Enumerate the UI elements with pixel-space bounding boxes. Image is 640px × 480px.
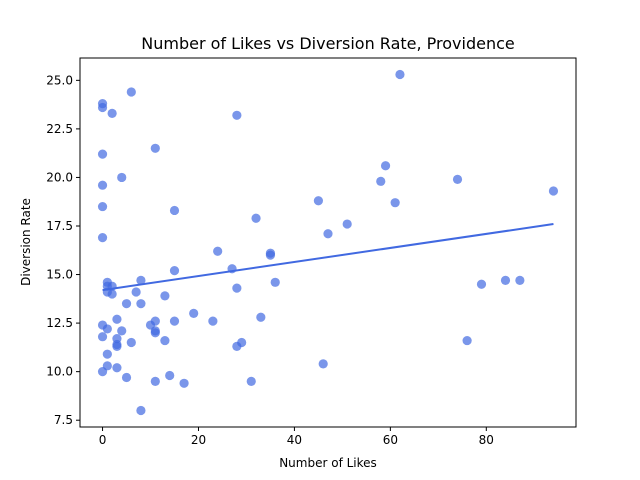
- data-point: [208, 316, 218, 326]
- data-point: [452, 174, 463, 184]
- data-point: [376, 176, 386, 186]
- data-point: [380, 161, 391, 171]
- trend-line: [102, 223, 554, 292]
- data-point: [270, 277, 280, 287]
- data-point: [342, 219, 352, 229]
- y-tick-label: 7.5: [54, 413, 73, 427]
- x-tick-label: 60: [383, 433, 398, 447]
- data-point: [107, 108, 117, 118]
- x-tick-label: 40: [287, 433, 302, 447]
- data-point: [126, 337, 136, 348]
- y-tick-label: 17.5: [46, 219, 73, 233]
- data-point: [251, 213, 261, 223]
- axes: 0 20 40 60 80 7.5 10.0 12.5 15.0 17.5 20.0 22.5 25.0: [46, 57, 577, 447]
- data-point: [102, 349, 112, 359]
- data-point: [232, 283, 242, 293]
- data-point: [160, 291, 170, 301]
- data-point: [112, 314, 122, 324]
- data-point: [213, 246, 223, 256]
- x-tick-label: 0: [99, 433, 107, 447]
- data-point: [169, 266, 180, 276]
- chart-title: Number of Likes vs Diversion Rate, Provi…: [141, 34, 514, 53]
- data-point: [136, 299, 146, 309]
- x-tick-label: 20: [191, 433, 206, 447]
- data-point: [117, 326, 127, 336]
- y-tick-label: 20.0: [46, 170, 73, 184]
- data-point: [136, 405, 146, 416]
- data-point: [126, 87, 136, 97]
- data-point: [500, 275, 511, 285]
- data-point: [97, 233, 108, 243]
- data-point: [107, 289, 117, 299]
- data-point: [97, 367, 108, 377]
- data-point: [150, 376, 160, 386]
- data-point: [232, 110, 242, 120]
- data-point: [97, 180, 108, 190]
- y-tick-label: 10.0: [46, 365, 73, 379]
- y-tick-label: 12.5: [46, 316, 73, 330]
- data-point: [112, 341, 122, 352]
- y-axis-label: Diversion Rate: [19, 198, 33, 286]
- data-point: [548, 186, 559, 196]
- data-point: [313, 196, 324, 206]
- data-point: [395, 69, 405, 80]
- data-point: [462, 335, 472, 346]
- plot-area: [97, 69, 559, 416]
- data-point: [136, 275, 146, 285]
- x-axis-label: Number of Likes: [279, 456, 377, 470]
- data-point: [169, 316, 180, 326]
- data-point: [323, 229, 333, 239]
- y-tick-label: 22.5: [46, 122, 73, 136]
- y-tick-label: 25.0: [46, 73, 73, 87]
- data-point: [169, 205, 180, 216]
- data-point: [97, 149, 108, 159]
- data-point: [112, 363, 122, 373]
- data-point: [97, 201, 108, 212]
- data-point: [476, 279, 487, 289]
- data-point: [150, 328, 160, 338]
- data-point: [131, 287, 141, 297]
- data-point: [117, 172, 127, 183]
- x-tick-label: 80: [479, 433, 494, 447]
- data-point: [102, 324, 112, 334]
- data-point: [390, 198, 400, 208]
- data-point: [318, 359, 328, 369]
- data-point: [246, 376, 256, 386]
- data-point: [97, 102, 108, 113]
- data-point: [165, 370, 175, 381]
- y-tick-label: 15.0: [46, 268, 73, 282]
- data-point: [97, 332, 108, 342]
- data-point: [237, 337, 247, 348]
- axes-frame: [79, 57, 577, 428]
- data-point: [189, 308, 199, 318]
- data-point: [160, 335, 170, 346]
- data-point: [150, 316, 160, 326]
- data-point: [256, 312, 266, 322]
- data-point: [265, 250, 276, 260]
- data-point: [121, 372, 132, 383]
- data-point: [121, 299, 132, 309]
- data-point: [179, 378, 189, 388]
- data-point: [150, 143, 160, 153]
- data-point: [515, 275, 525, 285]
